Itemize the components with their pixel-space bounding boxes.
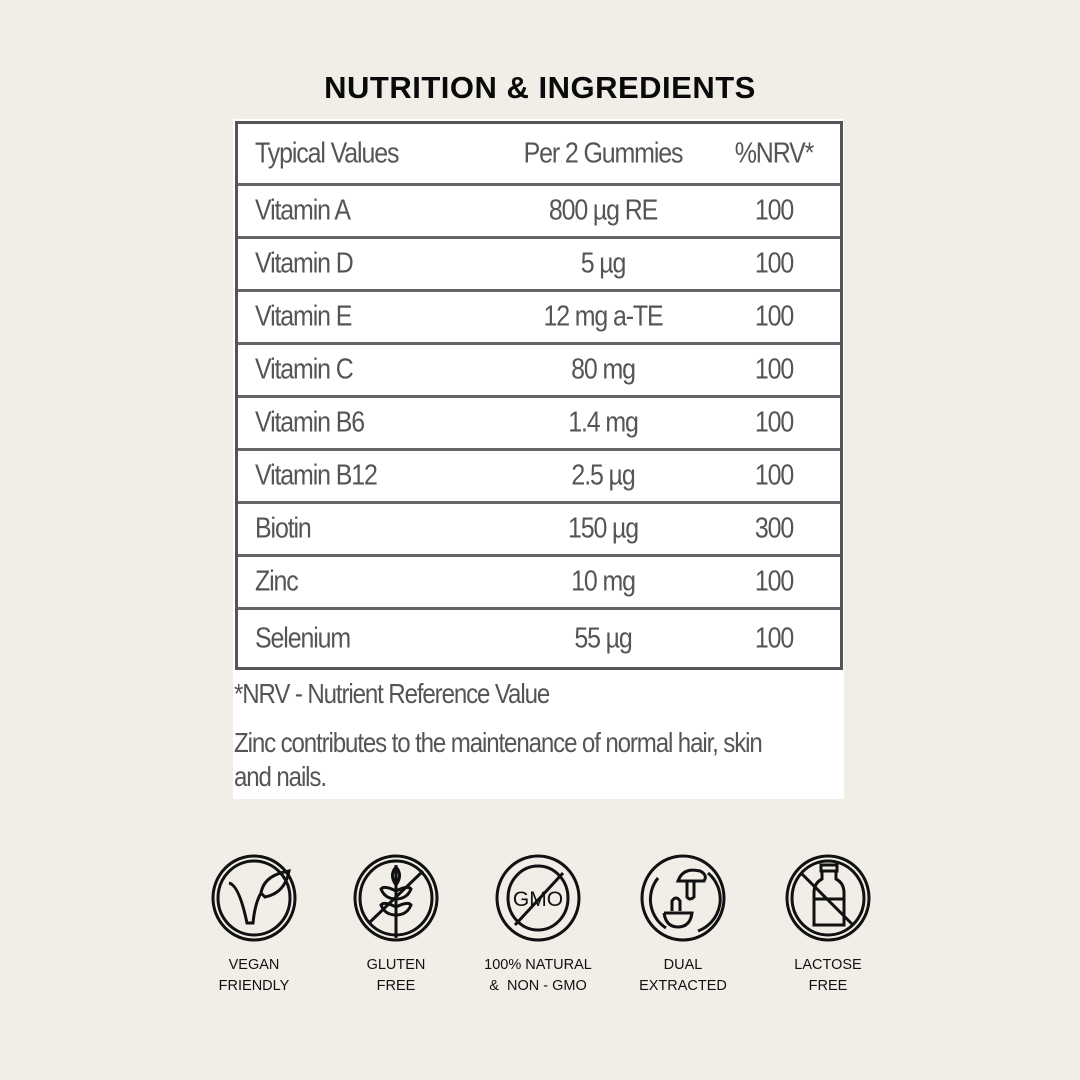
table-row: Vitamin B6 1.4 mg 100 bbox=[238, 398, 840, 451]
claim-line-1: Zinc contributes to the maintenance of n… bbox=[234, 727, 763, 758]
table-row: Selenium 55 µg 100 bbox=[238, 610, 840, 667]
claim-line-2: and nails. bbox=[234, 761, 327, 792]
table-row: Vitamin C 80 mg 100 bbox=[238, 345, 840, 398]
badge-label-2: FREE bbox=[376, 978, 416, 994]
badge-non-gmo: GMO 100% NATURAL & NON - GMO bbox=[463, 853, 613, 997]
badge-vegan: VEGAN FRIENDLY bbox=[179, 853, 329, 997]
badge-label-2: EXTRACTED bbox=[639, 978, 727, 994]
badge-label-1: 100% NATURAL bbox=[484, 957, 592, 973]
nutrient-name: Vitamin D bbox=[255, 247, 354, 280]
table-row: Vitamin A 800 µg RE 100 bbox=[238, 186, 840, 239]
table-header: Typical Values Per 2 Gummies %NRV* bbox=[238, 124, 840, 186]
table-row: Biotin 150 µg 300 bbox=[238, 504, 840, 557]
badge-label-2: FREE bbox=[808, 978, 848, 994]
nrv-percent: 300 bbox=[754, 512, 794, 545]
amount-per-2-gummies: 2.5 µg bbox=[571, 459, 635, 492]
badge-label-2: FRIENDLY bbox=[218, 978, 290, 994]
nutrient-name: Biotin bbox=[255, 512, 312, 545]
gluten-free-icon bbox=[353, 854, 439, 942]
badge-dual-extracted: DUAL EXTRACTED bbox=[608, 853, 758, 997]
page-title: NUTRITION & INGREDIENTS bbox=[324, 70, 756, 105]
nrv-percent: 100 bbox=[754, 459, 794, 492]
amount-per-2-gummies: 5 µg bbox=[580, 247, 627, 280]
amount-per-2-gummies: 1.4 mg bbox=[568, 406, 639, 439]
gmo-text: GMO bbox=[513, 888, 563, 911]
nrv-percent: 100 bbox=[754, 353, 794, 386]
non-gmo-icon: GMO bbox=[495, 854, 581, 942]
amount-per-2-gummies: 12 mg a-TE bbox=[543, 300, 663, 333]
table-row: Vitamin D 5 µg 100 bbox=[238, 239, 840, 292]
header-typical-values: Typical Values bbox=[255, 137, 399, 169]
nutrient-name: Selenium bbox=[255, 622, 351, 654]
nrv-percent: 100 bbox=[754, 622, 794, 654]
nrv-percent: 100 bbox=[754, 300, 794, 333]
badge-label-1: DUAL bbox=[663, 957, 703, 973]
badge-label-1: VEGAN bbox=[228, 957, 280, 973]
badge-label-1: GLUTEN bbox=[366, 957, 426, 973]
nrv-percent: 100 bbox=[754, 565, 794, 598]
amount-per-2-gummies: 800 µg RE bbox=[548, 194, 658, 227]
nutrient-name: Vitamin E bbox=[255, 300, 352, 333]
vegan-icon bbox=[211, 854, 297, 942]
footnote: *NRV - Nutrient Reference Value bbox=[234, 678, 550, 709]
header-per-2-gummies: Per 2 Gummies bbox=[523, 137, 684, 169]
amount-per-2-gummies: 10 mg bbox=[571, 565, 636, 598]
nutrient-name: Vitamin B12 bbox=[255, 459, 378, 492]
table-row: Vitamin B12 2.5 µg 100 bbox=[238, 451, 840, 504]
header-nrv: %NRV* bbox=[734, 137, 815, 169]
nutrient-name: Vitamin B6 bbox=[255, 406, 365, 439]
nutrient-name: Vitamin A bbox=[255, 194, 351, 227]
table-row: Zinc 10 mg 100 bbox=[238, 557, 840, 610]
nrv-percent: 100 bbox=[754, 194, 794, 227]
amount-per-2-gummies: 150 µg bbox=[567, 512, 639, 545]
table-row: Vitamin E 12 mg a-TE 100 bbox=[238, 292, 840, 345]
badge-label-1: LACTOSE bbox=[794, 957, 862, 973]
nutrient-name: Zinc bbox=[255, 565, 299, 598]
dual-extracted-icon bbox=[640, 854, 726, 942]
amount-per-2-gummies: 55 µg bbox=[574, 622, 632, 654]
nutrition-table: Typical Values Per 2 Gummies %NRV* Vitam… bbox=[235, 121, 843, 670]
badge-label-2: & NON - GMO bbox=[489, 978, 587, 994]
badge-lactose-free: LACTOSE FREE bbox=[753, 853, 903, 997]
nrv-percent: 100 bbox=[754, 247, 794, 280]
lactose-free-icon bbox=[785, 854, 871, 942]
badge-gluten-free: GLUTEN FREE bbox=[321, 853, 471, 997]
nutrient-name: Vitamin C bbox=[255, 353, 354, 386]
nrv-percent: 100 bbox=[754, 406, 794, 439]
amount-per-2-gummies: 80 mg bbox=[571, 353, 636, 386]
